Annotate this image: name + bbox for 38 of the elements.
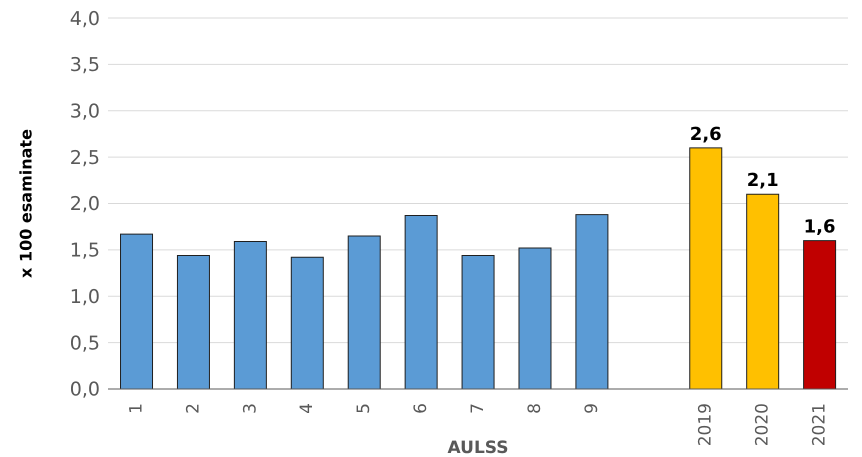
bar	[120, 234, 154, 389]
x-tick-label: 9	[582, 403, 602, 414]
data-label: 2,6	[690, 124, 722, 145]
bar	[234, 241, 267, 389]
data-label: 2,1	[746, 170, 779, 192]
x-axis-title: AULSS	[448, 438, 508, 457]
x-tick-label: 4	[297, 403, 318, 414]
x-tick-label: 5	[354, 403, 374, 414]
y-axis-title: x 100 esaminate	[16, 128, 36, 278]
x-tick-label: 8	[524, 403, 545, 414]
bar	[803, 240, 836, 389]
x-tick-label: 2021	[810, 403, 830, 446]
bar	[746, 194, 780, 389]
y-tick-label: 3,5	[70, 54, 100, 76]
x-tick-label: 3	[240, 403, 260, 414]
y-tick-label: 4,0	[70, 8, 100, 30]
y-tick-label: 2,5	[70, 146, 100, 169]
data-label: 1,6	[804, 216, 836, 238]
y-tick-label: 3,0	[70, 100, 100, 122]
bar	[290, 256, 324, 389]
bar	[176, 254, 210, 389]
bar	[518, 248, 552, 389]
bar	[348, 235, 381, 389]
bar	[462, 254, 495, 389]
bar	[404, 215, 438, 389]
y-tick-label: 0,5	[70, 332, 100, 354]
x-tick-label: 1	[126, 403, 146, 414]
x-tick-label: 2019	[696, 403, 716, 446]
bar	[575, 214, 608, 389]
x-tick-label: 2020	[752, 403, 773, 446]
x-tick-label: 2	[183, 403, 204, 414]
y-tick-label: 0,0	[70, 378, 100, 401]
y-tick-label: 1,0	[70, 286, 100, 308]
bar	[689, 147, 722, 389]
y-tick-label: 1,5	[70, 240, 100, 262]
x-tick-label: 7	[468, 403, 488, 414]
x-tick-label: 6	[411, 403, 432, 414]
y-tick-label: 2,0	[70, 193, 100, 216]
